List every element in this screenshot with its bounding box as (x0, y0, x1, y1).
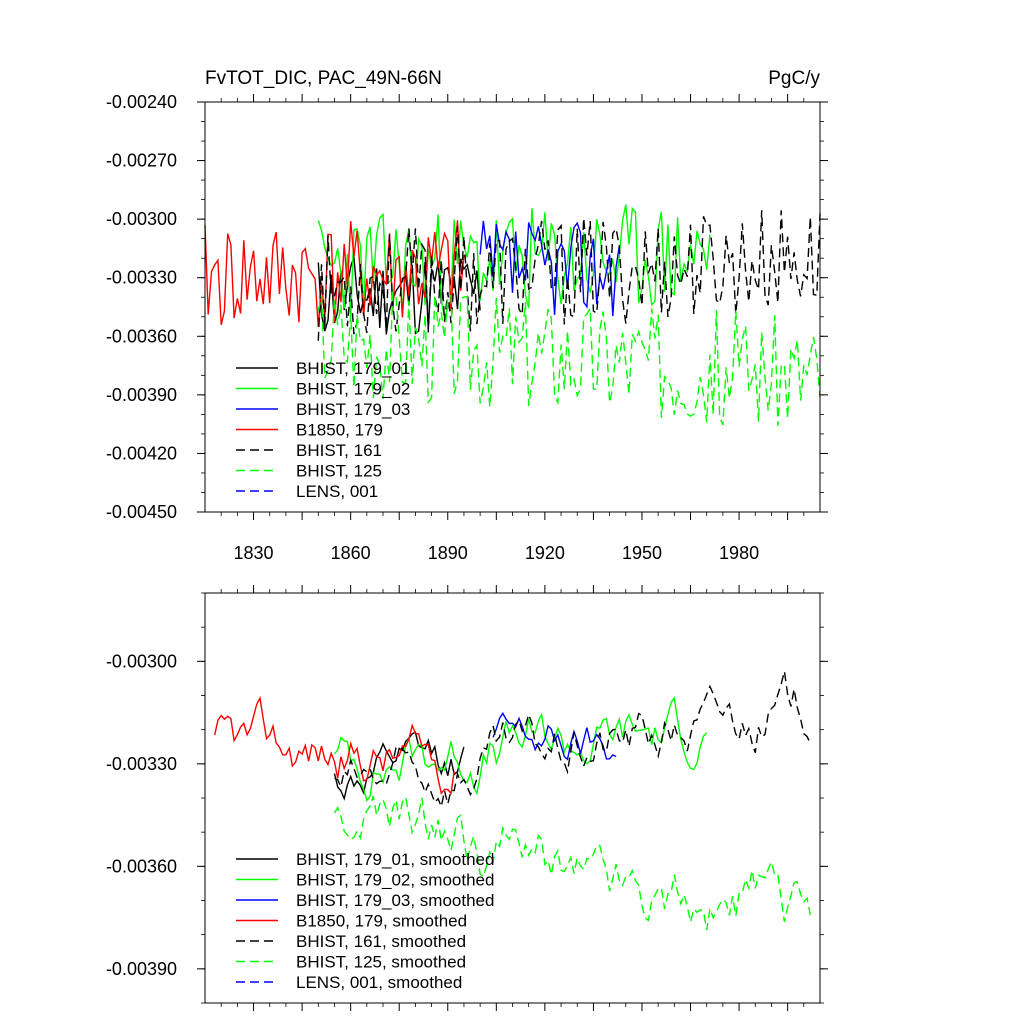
legend-label: BHIST, 161, smoothed (296, 932, 466, 951)
x-tick-label: 1980 (719, 543, 759, 563)
x-tick-label: 1890 (428, 543, 468, 563)
legend-label: LENS, 001, smoothed (296, 973, 462, 992)
top-panel: FvTOT_DIC, PAC_49N-66N PgC/y -0.00240-0.… (106, 68, 828, 563)
legend-label: BHIST, 179_03 (296, 400, 410, 419)
x-tick-label: 1950 (622, 543, 662, 563)
top-panel-title: FvTOT_DIC, PAC_49N-66N (205, 68, 442, 89)
bottom-series-group (214, 671, 811, 931)
legend-label: BHIST, 179_01 (296, 359, 410, 378)
bottom-panel: -0.00300 -0.00330 -0.00360 -0.00390 BHIST, … (106, 585, 828, 1011)
series-line-1-1 (333, 696, 708, 802)
x-tick-label: 1920 (525, 543, 565, 563)
series-line-1-2 (492, 712, 617, 761)
y-tick-label: -0.00360 (106, 326, 177, 346)
legend-label: BHIST, 179_02, smoothed (296, 871, 494, 890)
y-tick-label: -0.00330 (106, 754, 177, 774)
x-tick-label: 1860 (331, 543, 371, 563)
legend-label: B1850, 179 (296, 421, 383, 440)
y-tick-label: -0.00240 (106, 92, 177, 112)
bottom-axes: -0.00300 -0.00330 -0.00360 -0.00390 (106, 585, 828, 1011)
x-tick-label: 1830 (234, 543, 274, 563)
y-tick-label: -0.00450 (106, 502, 177, 522)
series-line-0-4 (317, 210, 821, 341)
series-line-0-3 (204, 220, 465, 328)
top-panel-units: PgC/y (768, 68, 820, 89)
series-line-1-0 (333, 731, 465, 801)
legend-label: BHIST, 179_03, smoothed (296, 891, 494, 910)
series-line-1-4 (334, 671, 811, 810)
y-tick-label: -0.00390 (106, 385, 177, 405)
legend-label: LENS, 001 (296, 482, 378, 501)
legend-label: BHIST, 179_01, smoothed (296, 850, 494, 869)
top-series-group (204, 204, 821, 426)
top-axes: -0.00240 -0.00270 -0.00300 -0.00330 -0.00360… (106, 92, 828, 563)
bottom-legend: BHIST, 179_01, smoothed BHIST, 179_02, sm… (236, 850, 494, 992)
y-tick-label: -0.00300 (106, 209, 177, 229)
series-line-0-5 (317, 291, 821, 426)
legend-label: B1850, 179, smoothed (296, 912, 467, 931)
legend-label: BHIST, 125 (296, 462, 382, 481)
series-line-0-1 (317, 204, 711, 319)
legend-label: BHIST, 179_02 (296, 380, 410, 399)
y-tick-label: -0.00420 (106, 443, 177, 463)
y-tick-label: -0.00300 (106, 651, 177, 671)
y-tick-label: -0.00270 (106, 151, 177, 171)
y-tick-label: -0.00390 (106, 959, 177, 979)
legend-label: BHIST, 161 (296, 441, 382, 460)
y-tick-label: -0.00330 (106, 268, 177, 288)
legend-label: BHIST, 125, smoothed (296, 953, 466, 972)
y-tick-label: -0.00360 (106, 856, 177, 876)
series-line-1-3 (214, 695, 455, 795)
